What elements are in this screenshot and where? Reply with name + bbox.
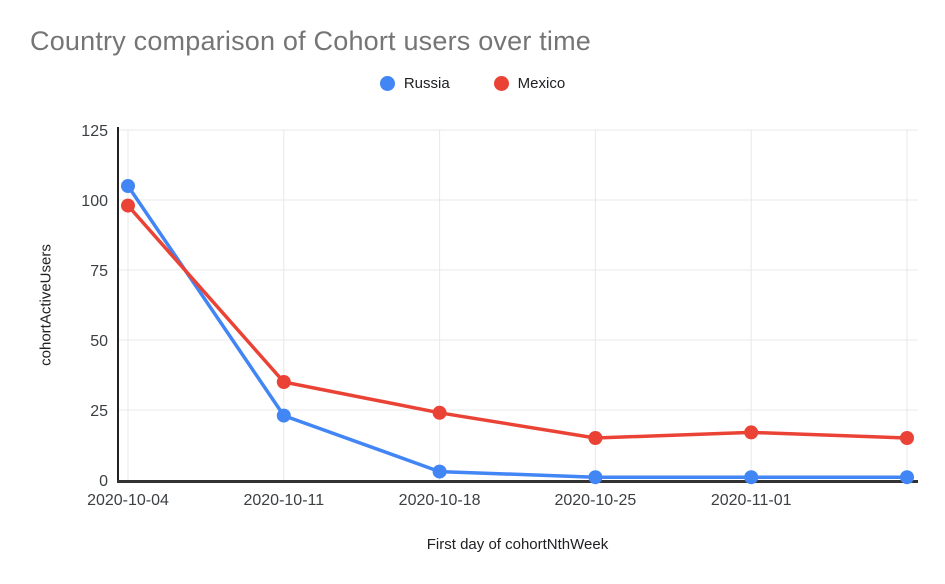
legend-dot-mexico-icon bbox=[493, 75, 509, 91]
svg-text:2020-10-11: 2020-10-11 bbox=[243, 492, 324, 509]
svg-text:50: 50 bbox=[90, 333, 108, 350]
chart-title: Country comparison of Cohort users over … bbox=[30, 26, 592, 56]
legend-label-russia: Russia bbox=[403, 74, 450, 92]
svg-text:2020-10-25: 2020-10-25 bbox=[554, 492, 636, 509]
svg-text:75: 75 bbox=[90, 263, 108, 280]
svg-text:2020-10-18: 2020-10-18 bbox=[399, 492, 481, 509]
y-tick-labels: 0 25 50 75 100 125 bbox=[81, 123, 108, 490]
legend: Russia Mexico bbox=[0, 71, 945, 95]
svg-text:100: 100 bbox=[81, 193, 108, 210]
svg-text:2020-11-01: 2020-11-01 bbox=[711, 492, 792, 509]
legend-item-mexico[interactable]: Mexico bbox=[493, 74, 566, 92]
series-russia bbox=[121, 179, 914, 485]
series-mexico bbox=[121, 198, 914, 445]
svg-text:2020-10-04: 2020-10-04 bbox=[87, 492, 169, 509]
legend-label-mexico: Mexico bbox=[517, 74, 566, 92]
legend-item-russia[interactable]: Russia bbox=[379, 74, 450, 92]
legend-dot-russia-icon bbox=[379, 75, 395, 91]
svg-text:25: 25 bbox=[90, 403, 108, 420]
x-tick-labels: 2020-10-04 2020-10-11 2020-10-18 2020-10-25… bbox=[87, 492, 792, 509]
gridlines bbox=[117, 129, 918, 480]
x-axis-title: First day of cohortNthWeek bbox=[426, 536, 609, 553]
svg-text:125: 125 bbox=[81, 123, 108, 140]
svg-text:0: 0 bbox=[99, 473, 108, 490]
axis-lines bbox=[117, 127, 918, 483]
